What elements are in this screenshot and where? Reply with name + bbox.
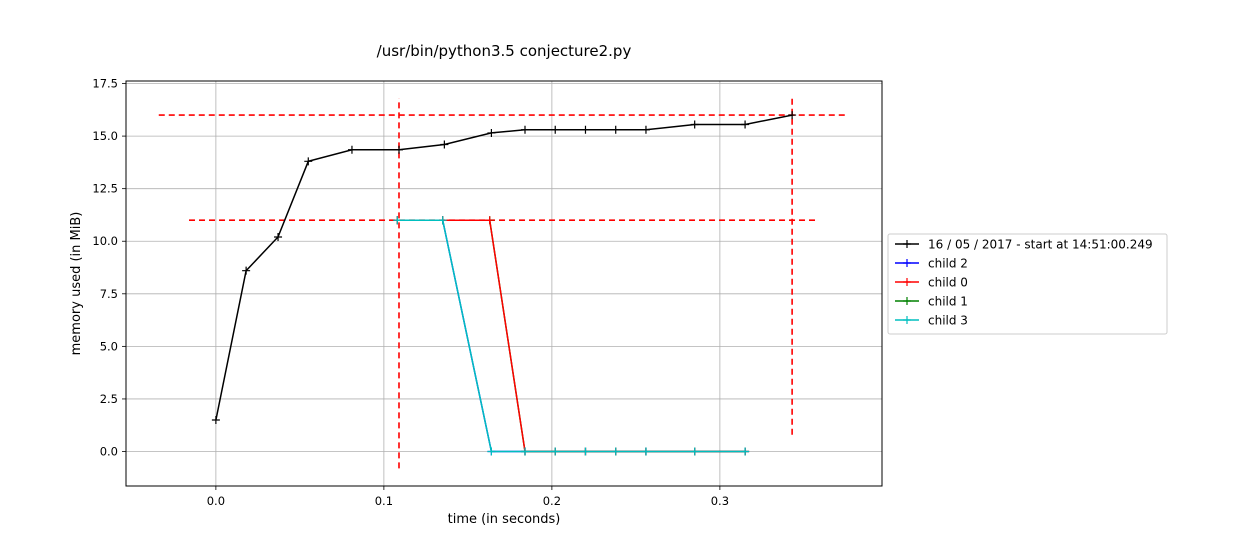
y-tick-label: 15.0 [92, 129, 118, 143]
data-point-marker [521, 447, 529, 456]
data-point-marker [438, 216, 447, 225]
data-point-marker [347, 145, 356, 154]
series-line [215, 114, 793, 421]
legend-box [887, 233, 1168, 335]
y-tick-label: 0.0 [100, 445, 118, 459]
y-tick-label: 5.0 [100, 339, 118, 353]
x-tick-label: 0.0 [207, 494, 225, 508]
data-point-marker [440, 140, 449, 149]
data-point-marker [395, 145, 403, 154]
data-point-marker [487, 447, 496, 456]
legend-label: child 3 [928, 314, 968, 328]
data-point-marker [641, 125, 650, 134]
data-point-marker [304, 157, 313, 166]
y-tick-label: 17.5 [92, 77, 118, 91]
data-point-marker [690, 447, 699, 456]
legend-marker [903, 278, 911, 286]
y-tick-label: 12.5 [92, 182, 118, 196]
x-tick-label: 0.2 [543, 494, 561, 508]
legend-label: 16 / 05 / 2017 - start at 14:51:00.249 [928, 238, 1153, 252]
y-tick-label: 10.0 [92, 234, 118, 248]
series-line [397, 219, 746, 453]
data-point-marker [641, 447, 650, 456]
data-point-marker [611, 447, 620, 456]
data-point-marker [741, 120, 750, 129]
axis-ticks: 0.0 0.1 0.2 0.3 0.0 2.5 5.0 7.5 10.0 12.5 15.0 17.5 [92, 77, 729, 508]
legend-label: child 1 [928, 295, 968, 309]
legend-marker [903, 240, 911, 248]
data-point-marker [551, 125, 560, 134]
legend-marker [903, 297, 911, 305]
data-point-marker [690, 120, 699, 129]
chart-title: /usr/bin/python3.5 conjecture2.py [377, 42, 632, 60]
data-point-marker [487, 128, 496, 137]
x-axis-label: time (in seconds) [448, 512, 561, 527]
series-0 [211, 111, 797, 424]
reference-lines [158, 98, 848, 469]
data-point-marker [581, 447, 590, 456]
legend-label: child 2 [928, 257, 968, 271]
legend-marker [903, 259, 911, 267]
legend-marker [903, 316, 911, 324]
data-point-marker [211, 415, 220, 424]
x-tick-label: 0.3 [711, 494, 729, 508]
data-point-marker [521, 125, 529, 134]
series-4 [393, 216, 750, 456]
plot-frame [125, 80, 883, 487]
data-point-marker [393, 216, 402, 225]
data-point-marker [485, 216, 494, 225]
legend-label: child 0 [928, 276, 968, 290]
data-point-marker [611, 125, 620, 134]
data-point-marker [581, 125, 590, 134]
data-point-marker [551, 447, 560, 456]
series-lines [211, 111, 797, 456]
grid-lines [126, 81, 882, 486]
data-point-marker [788, 111, 797, 120]
y-tick-label: 2.5 [100, 392, 118, 406]
y-axis-label: memory used (in MiB) [69, 212, 84, 356]
legend: 16 / 05 / 2017 - start at 14:51:00.249 ch… [887, 233, 1168, 335]
y-tick-label: 7.5 [100, 287, 118, 301]
x-tick-label: 0.1 [375, 494, 393, 508]
data-point-marker [741, 447, 750, 456]
data-point-marker [242, 266, 251, 275]
data-point-marker [274, 233, 283, 242]
